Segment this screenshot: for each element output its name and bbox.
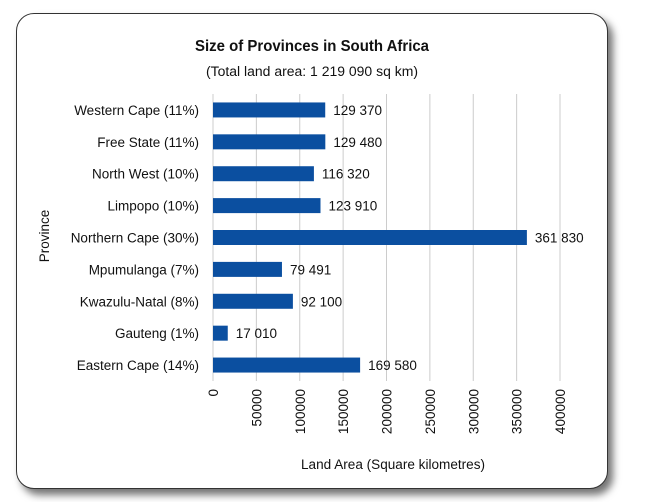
bar bbox=[213, 325, 228, 341]
y-tick-label: Western Cape (11%) bbox=[74, 103, 199, 118]
bar bbox=[213, 357, 361, 373]
bar bbox=[213, 166, 314, 182]
y-tick-label: Gauteng (1%) bbox=[115, 326, 199, 341]
y-tick-label: Northern Cape (30%) bbox=[71, 231, 199, 246]
x-tick-label: 50000 bbox=[249, 389, 264, 427]
x-axis-label: Land Area (Square kilometres) bbox=[301, 457, 485, 472]
y-tick-label: Free State (11%) bbox=[97, 135, 199, 150]
x-tick-label: 0 bbox=[206, 389, 221, 397]
y-tick-label: North West (10%) bbox=[92, 167, 199, 182]
y-tick-label: Limpopo (10%) bbox=[107, 199, 199, 214]
data-label: 129 480 bbox=[333, 135, 382, 150]
x-tick-label: 300000 bbox=[466, 389, 481, 434]
x-tick-label: 250000 bbox=[423, 389, 438, 434]
x-tick-label: 350000 bbox=[510, 389, 525, 434]
x-tick-label: 100000 bbox=[293, 389, 308, 434]
chart-subtitle: (Total land area: 1 219 090 sq km) bbox=[206, 64, 418, 79]
chart-card bbox=[16, 13, 608, 489]
data-label: 123 910 bbox=[328, 199, 377, 214]
bar bbox=[213, 134, 326, 150]
data-label: 116 320 bbox=[322, 167, 370, 182]
x-tick-label: 400000 bbox=[553, 389, 568, 434]
data-label: 92 100 bbox=[301, 294, 342, 309]
bar bbox=[213, 261, 282, 277]
data-label: 169 580 bbox=[368, 358, 417, 373]
x-tick-label: 150000 bbox=[336, 389, 351, 434]
data-label: 79 491 bbox=[290, 262, 331, 277]
data-label: 17 010 bbox=[236, 326, 277, 341]
y-axis-label: Province bbox=[37, 210, 52, 263]
chart-title: Size of Provinces in South Africa bbox=[195, 38, 429, 55]
x-tick-label: 200000 bbox=[380, 389, 395, 434]
y-tick-label: Kwazulu-Natal (8%) bbox=[80, 294, 199, 309]
data-label: 361 830 bbox=[535, 231, 584, 246]
y-tick-label: Eastern Cape (14%) bbox=[77, 358, 199, 373]
bar bbox=[213, 102, 326, 118]
bar bbox=[213, 230, 527, 245]
bar bbox=[213, 293, 293, 309]
data-label: 129 370 bbox=[333, 103, 382, 118]
y-tick-label: Mpumulanga (7%) bbox=[89, 262, 199, 277]
bar bbox=[213, 198, 321, 214]
